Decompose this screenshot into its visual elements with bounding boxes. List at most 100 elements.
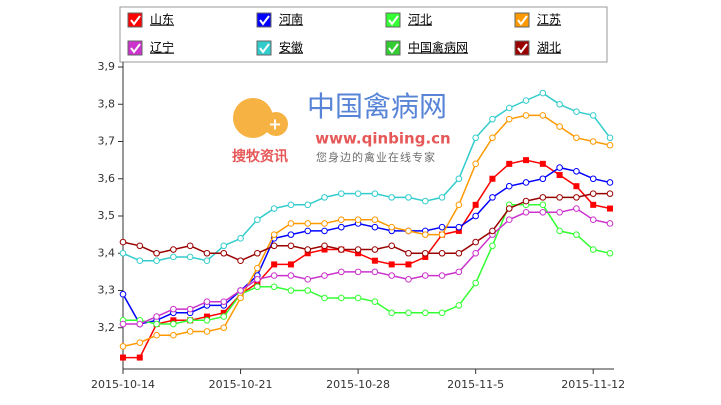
data-point: [472, 212, 479, 220]
data-point: [170, 305, 177, 313]
data-point: [405, 276, 412, 283]
data-point: [338, 294, 345, 302]
data-point: [573, 108, 580, 115]
data-point: [505, 104, 513, 112]
data-point: [421, 231, 429, 238]
data-point: [371, 268, 379, 276]
data-point: [304, 287, 312, 294]
data-point: [388, 309, 395, 317]
legend-label: 辽宁: [150, 40, 174, 55]
data-point: [120, 354, 126, 361]
data-point: [589, 112, 597, 119]
data-point: [556, 100, 563, 108]
data-point: [270, 272, 278, 279]
data-point: [405, 249, 412, 257]
data-point: [422, 253, 429, 260]
data-point: [539, 89, 547, 97]
data-point: [119, 320, 127, 328]
data-point: [338, 268, 345, 276]
legend-item: 安徽: [256, 40, 303, 56]
data-point: [321, 272, 328, 279]
data-point: [472, 201, 479, 208]
watermark: + 搜牧资讯 中国禽病网 www.qinbing.cn 您身边的禽业在线专家: [232, 90, 451, 165]
legend-swatch: [385, 40, 401, 56]
y-tick-label: 3,4: [98, 246, 116, 259]
data-point: [338, 223, 345, 231]
data-point: [170, 320, 177, 328]
data-point: [405, 194, 412, 201]
data-point: [606, 134, 614, 142]
data-point: [539, 194, 547, 201]
legend-check: [517, 15, 528, 26]
data-point: [489, 242, 496, 250]
data-point: [119, 290, 127, 298]
legend-check: [517, 43, 528, 54]
legend-label: 山东: [150, 13, 174, 27]
legend-check: [388, 43, 399, 54]
data-point: [203, 257, 211, 265]
data-point: [589, 190, 597, 197]
legend-check: [259, 43, 270, 54]
data-point: [388, 261, 395, 268]
data-point: [421, 197, 429, 205]
y-tick-label: 3,9: [98, 60, 116, 73]
data-point: [136, 242, 144, 250]
legend-swatch: [256, 12, 272, 28]
data-point: [505, 115, 513, 123]
data-point: [505, 216, 513, 224]
data-point: [287, 242, 295, 250]
data-point: [186, 305, 194, 313]
data-point: [421, 309, 429, 317]
data-point: [304, 220, 312, 227]
data-point: [438, 231, 446, 238]
data-point: [371, 223, 379, 231]
data-point: [539, 201, 547, 209]
annotation: 中国禽病网: [307, 90, 447, 123]
data-point: [606, 190, 614, 197]
data-point: [254, 216, 261, 224]
data-point: [606, 179, 614, 186]
data-point: [371, 190, 379, 197]
y-tick-label: 3,8: [98, 97, 116, 110]
x-tick-label: 2015-10-21: [209, 378, 273, 391]
data-point: [287, 287, 295, 294]
data-point: [573, 134, 580, 142]
data-point: [438, 272, 446, 279]
data-point: [304, 250, 311, 257]
logo-shape: [264, 112, 288, 136]
data-point: [203, 249, 211, 257]
data-point: [506, 160, 513, 167]
legend-check: [130, 15, 141, 26]
data-point: [170, 331, 177, 339]
legend-label: 安徽: [279, 40, 303, 55]
legend-check: [130, 43, 141, 54]
data-point: [153, 257, 160, 265]
data-point: [254, 280, 261, 287]
data-point: [556, 172, 563, 179]
data-point: [589, 175, 597, 183]
data-point: [371, 246, 379, 253]
data-point: [589, 138, 597, 145]
data-point: [405, 261, 412, 268]
data-point: [556, 123, 563, 130]
data-point: [203, 328, 211, 335]
data-point: [589, 216, 597, 224]
data-point: [270, 205, 278, 212]
data-point: [220, 309, 227, 316]
data-point: [388, 242, 395, 250]
data-point: [136, 354, 143, 361]
data-point: [304, 227, 312, 235]
data-point: [556, 208, 563, 216]
data-point: [573, 183, 580, 190]
data-point: [472, 160, 479, 168]
data-point: [220, 324, 228, 332]
logo-plus: +: [268, 115, 281, 134]
data-point: [355, 250, 362, 257]
data-point: [271, 261, 278, 268]
data-point: [573, 231, 580, 238]
x-tick-label: 2015-10-28: [326, 378, 390, 391]
data-point: [573, 194, 580, 201]
data-point: [136, 320, 144, 328]
data-point: [438, 223, 446, 231]
data-point: [455, 302, 463, 309]
